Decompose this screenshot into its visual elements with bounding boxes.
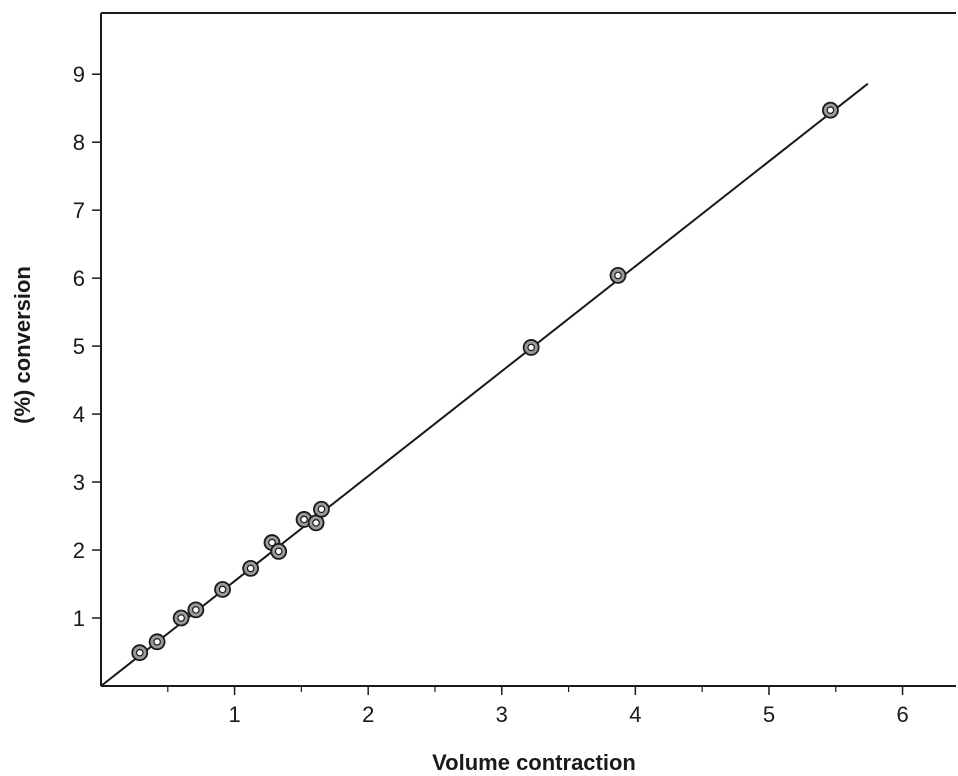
y-tick-label: 9 xyxy=(73,62,85,87)
data-point xyxy=(148,633,166,651)
data-point xyxy=(187,601,205,619)
data-point-center xyxy=(527,343,535,352)
data-point xyxy=(822,101,839,119)
data-point-center xyxy=(312,519,320,527)
data-point xyxy=(172,609,190,627)
data-point-center xyxy=(135,648,144,657)
data-point xyxy=(214,581,231,598)
x-tick-label: 5 xyxy=(763,702,775,727)
fit-line xyxy=(100,82,869,687)
data-point-center xyxy=(317,505,326,514)
x-tick-label: 4 xyxy=(629,702,641,727)
data-point xyxy=(270,543,288,560)
data-point xyxy=(609,267,627,284)
data-point-center xyxy=(274,547,283,556)
data-point-center xyxy=(300,515,308,524)
data-points xyxy=(131,101,839,662)
x-tick-label: 1 xyxy=(228,702,240,727)
data-point-center xyxy=(177,614,185,622)
data-point-center xyxy=(268,538,276,547)
data-point xyxy=(522,339,540,356)
data-point xyxy=(242,559,260,577)
data-point-center xyxy=(826,106,835,115)
data-point xyxy=(131,644,149,662)
y-tick-label: 4 xyxy=(73,402,85,427)
data-point-center xyxy=(614,271,622,280)
tick-marks xyxy=(92,73,904,695)
y-tick-label: 2 xyxy=(73,538,85,563)
x-axis-title: Volume contraction xyxy=(432,750,636,775)
data-point-center xyxy=(218,585,227,594)
x-tick-label: 6 xyxy=(896,702,908,727)
y-tick-label: 7 xyxy=(73,198,85,223)
x-tick-label: 3 xyxy=(496,702,508,727)
x-tick-label: 2 xyxy=(362,702,374,727)
y-tick-label: 3 xyxy=(73,470,85,495)
tick-labels: 1 2 3 4 5 6 1 2 3 4 5 6 7 8 9 xyxy=(73,62,909,727)
y-tick-label: 6 xyxy=(73,266,85,291)
data-point-center xyxy=(153,638,161,646)
y-tick-label: 8 xyxy=(73,130,85,155)
data-point xyxy=(313,500,330,518)
axes xyxy=(100,12,956,687)
y-axis-title: (%) conversion xyxy=(10,266,35,424)
data-point-center xyxy=(246,564,255,573)
fit-line-group xyxy=(100,82,869,687)
data-point-center xyxy=(192,606,200,614)
y-tick-label: 1 xyxy=(73,606,85,631)
y-tick-label: 5 xyxy=(73,334,85,359)
